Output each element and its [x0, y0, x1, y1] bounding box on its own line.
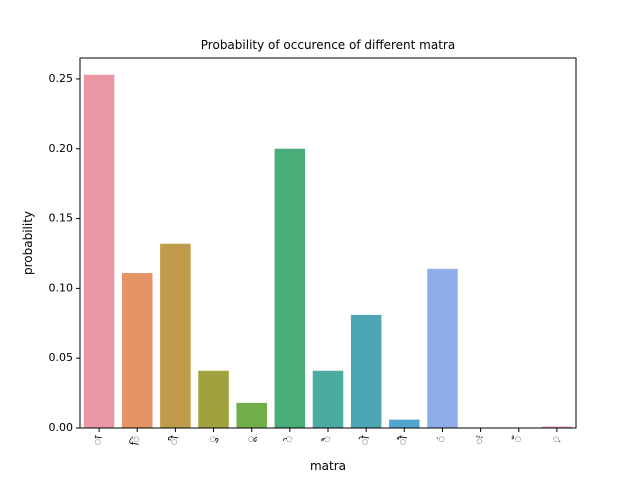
x-tick-label: ा: [91, 435, 105, 447]
x-tick-label: ँ: [511, 435, 525, 444]
bar: [160, 243, 191, 428]
x-tick-label: ़: [549, 435, 563, 444]
plot-frame: [79, 57, 577, 429]
x-tick-label: े: [282, 435, 296, 444]
bar: [541, 426, 573, 428]
bar: [83, 74, 115, 429]
y-axis: 0.00 0.05 0.10 0.15 0.20 0.25: [49, 72, 80, 434]
bars-group: [83, 74, 573, 429]
bar: [389, 419, 420, 428]
bar: [274, 148, 306, 429]
bar: [236, 402, 267, 428]
bar: [350, 314, 382, 428]
bar: [427, 268, 458, 428]
chart-title: Probability of occurence of different ma…: [201, 38, 455, 52]
x-tick-label: ु: [205, 435, 219, 445]
y-tick-label: 0.10: [49, 281, 74, 294]
x-tick-label: ो: [358, 435, 372, 447]
x-tick-label: ै: [320, 435, 334, 444]
x-tick-label: ी: [167, 435, 181, 447]
y-tick-label: 0.00: [49, 421, 74, 434]
y-tick-label: 0.25: [49, 72, 74, 85]
x-tick-label: ि: [129, 435, 143, 447]
y-tick-label: 0.15: [49, 212, 74, 225]
bar: [198, 370, 229, 428]
bar: [121, 273, 153, 428]
x-tick-label: ौ: [396, 435, 410, 447]
x-axis: ािीुूेैोौंःँ़: [91, 428, 563, 446]
y-tick-label: 0.20: [49, 142, 74, 155]
x-tick-label: ं: [434, 435, 448, 444]
y-axis-label: probability: [21, 211, 35, 275]
y-tick-label: 0.05: [49, 351, 74, 364]
x-axis-label: matra: [310, 459, 346, 473]
x-tick-label: ू: [244, 434, 259, 443]
x-tick-label: ः: [472, 434, 486, 446]
bar: [312, 370, 344, 428]
